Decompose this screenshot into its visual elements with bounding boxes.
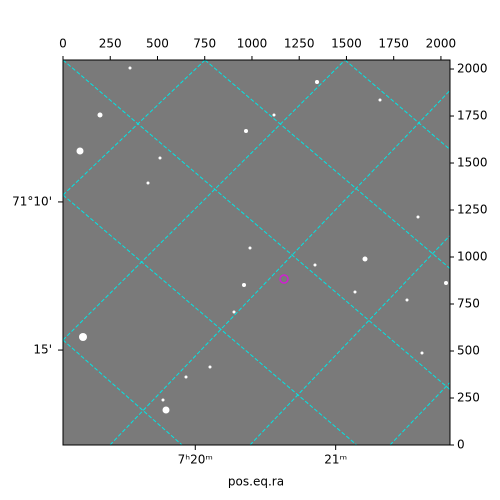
y-tick-label: 250	[457, 391, 480, 405]
x-tick-label: 0	[59, 37, 67, 51]
y-tick-label: 750	[457, 297, 480, 311]
axes-frame	[62, 59, 451, 446]
coordinate-grid	[63, 60, 450, 445]
x-tick-label: 250	[99, 37, 122, 51]
y-tick-label: 0	[457, 438, 465, 452]
x-tick-label: 500	[146, 37, 169, 51]
x-tick-label: 1250	[284, 37, 315, 51]
y-tick-label: 2000	[457, 62, 488, 76]
ra-tick-label: 21ᵐ	[324, 453, 347, 467]
image	[63, 60, 450, 445]
y-tick-label: 1500	[457, 156, 488, 170]
x-tick-label: 2000	[426, 37, 457, 51]
y-tick-label: 1000	[457, 250, 488, 264]
dec-tick-label: 15'	[33, 343, 52, 357]
x-tick-label: 750	[193, 37, 216, 51]
y-tick-label: 1250	[457, 203, 488, 217]
x-axis-label: pos.eq.ra	[228, 475, 284, 489]
x-tick-label: 1750	[378, 37, 409, 51]
y-tick-label: 500	[457, 344, 480, 358]
stars	[76, 66, 448, 414]
ra-tick-label: 7ʰ20ᵐ	[178, 453, 213, 467]
target-marker	[279, 274, 289, 284]
y-tick-label: 1750	[457, 109, 488, 123]
x-tick-label: 1500	[331, 37, 362, 51]
dec-tick-label: 71°10'	[12, 194, 52, 208]
x-tick-label: 1000	[237, 37, 268, 51]
